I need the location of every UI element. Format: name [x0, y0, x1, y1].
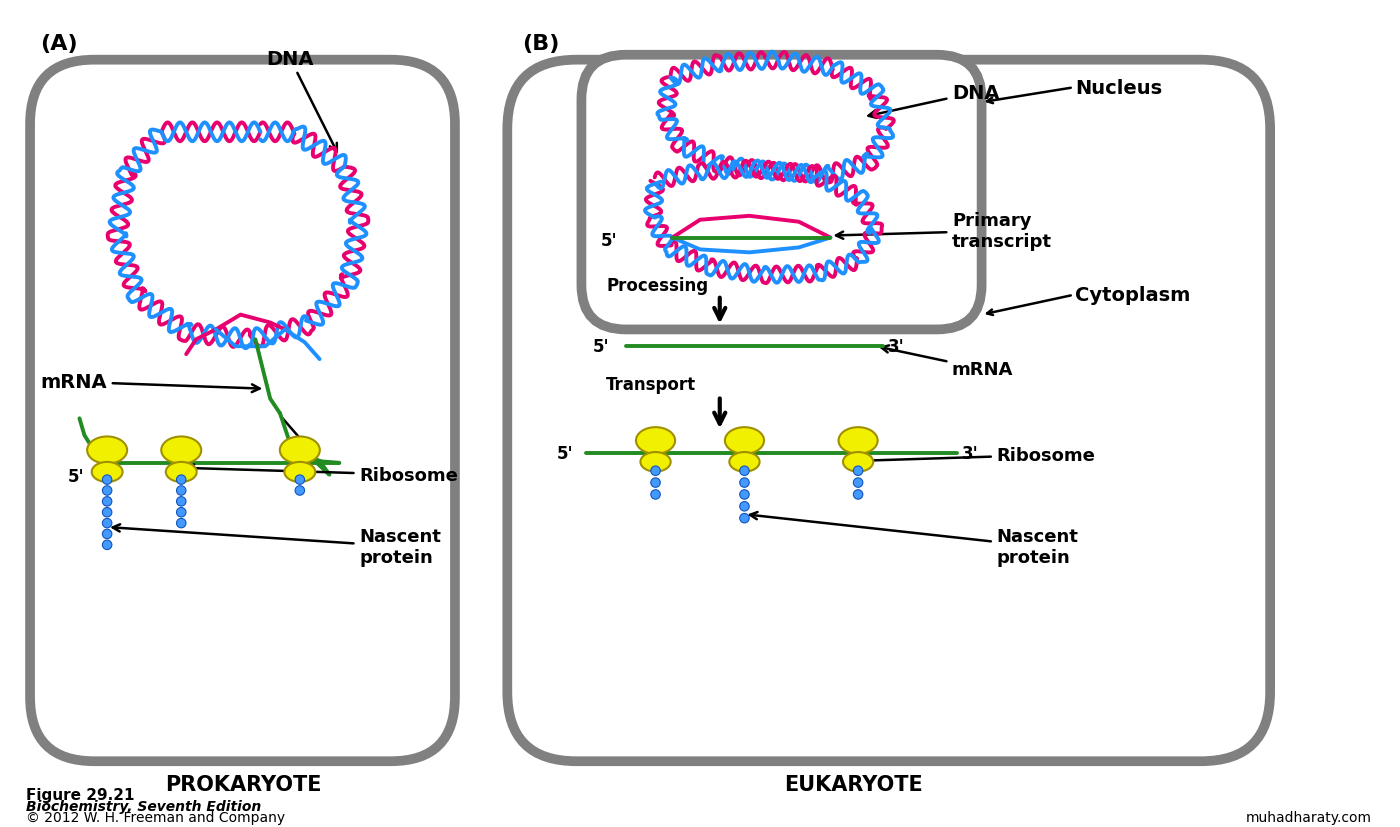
Text: 3': 3'	[962, 444, 979, 462]
Text: Ribosome: Ribosome	[186, 465, 458, 484]
Text: 5': 5'	[557, 444, 574, 462]
Circle shape	[295, 486, 305, 495]
Text: 5': 5'	[592, 337, 609, 356]
Text: Nucleus: Nucleus	[1075, 79, 1162, 98]
Ellipse shape	[161, 437, 202, 464]
Text: Primary
transcript: Primary transcript	[836, 212, 1051, 251]
Ellipse shape	[640, 452, 671, 472]
Circle shape	[102, 497, 112, 506]
Text: © 2012 W. H. Freeman and Company: © 2012 W. H. Freeman and Company	[27, 810, 286, 824]
Ellipse shape	[284, 462, 315, 482]
Text: Ribosome: Ribosome	[864, 447, 1095, 465]
Ellipse shape	[165, 462, 196, 482]
Circle shape	[295, 476, 305, 485]
Text: muhadharaty.com: muhadharaty.com	[1246, 810, 1372, 824]
Text: (A): (A)	[41, 34, 77, 54]
Text: Transport: Transport	[606, 375, 696, 394]
Circle shape	[102, 476, 112, 485]
Circle shape	[102, 529, 112, 539]
Ellipse shape	[636, 428, 675, 454]
Text: EUKARYOTE: EUKARYOTE	[784, 774, 923, 794]
Text: PROKARYOTE: PROKARYOTE	[165, 774, 322, 794]
FancyBboxPatch shape	[581, 55, 981, 330]
Circle shape	[854, 478, 862, 488]
Text: Biochemistry, Seventh Edition: Biochemistry, Seventh Edition	[27, 799, 262, 813]
Circle shape	[739, 502, 749, 511]
FancyBboxPatch shape	[507, 60, 1270, 762]
Text: DNA: DNA	[266, 50, 337, 152]
Circle shape	[176, 497, 186, 506]
Circle shape	[651, 490, 661, 500]
Circle shape	[739, 478, 749, 488]
Circle shape	[102, 486, 112, 495]
Circle shape	[739, 490, 749, 500]
Circle shape	[102, 519, 112, 528]
Text: Nascent
protein: Nascent protein	[750, 513, 1078, 566]
Circle shape	[854, 466, 862, 476]
Text: Cytoplasm: Cytoplasm	[1075, 286, 1191, 305]
Ellipse shape	[725, 428, 764, 454]
Ellipse shape	[280, 437, 319, 464]
Circle shape	[102, 540, 112, 550]
Ellipse shape	[91, 462, 123, 482]
Circle shape	[854, 490, 862, 500]
Text: (B): (B)	[522, 34, 560, 54]
Ellipse shape	[839, 428, 878, 454]
Text: mRNA: mRNA	[41, 373, 259, 393]
Text: DNA: DNA	[868, 84, 1000, 119]
Circle shape	[651, 478, 661, 488]
Circle shape	[176, 486, 186, 495]
Text: 3': 3'	[888, 337, 904, 356]
Text: Processing: Processing	[606, 276, 708, 294]
Text: Nascent
protein: Nascent protein	[112, 524, 441, 566]
Text: mRNA: mRNA	[882, 346, 1014, 379]
Circle shape	[739, 514, 749, 523]
Circle shape	[176, 508, 186, 518]
Ellipse shape	[729, 452, 760, 472]
Circle shape	[739, 466, 749, 476]
Text: Figure 29.21: Figure 29.21	[27, 787, 134, 802]
Circle shape	[102, 508, 112, 518]
Circle shape	[651, 466, 661, 476]
Text: 5': 5'	[67, 467, 84, 485]
Ellipse shape	[87, 437, 127, 464]
Circle shape	[176, 519, 186, 528]
FancyBboxPatch shape	[29, 60, 455, 762]
Text: 5': 5'	[601, 232, 617, 250]
Ellipse shape	[843, 452, 874, 472]
Circle shape	[176, 476, 186, 485]
